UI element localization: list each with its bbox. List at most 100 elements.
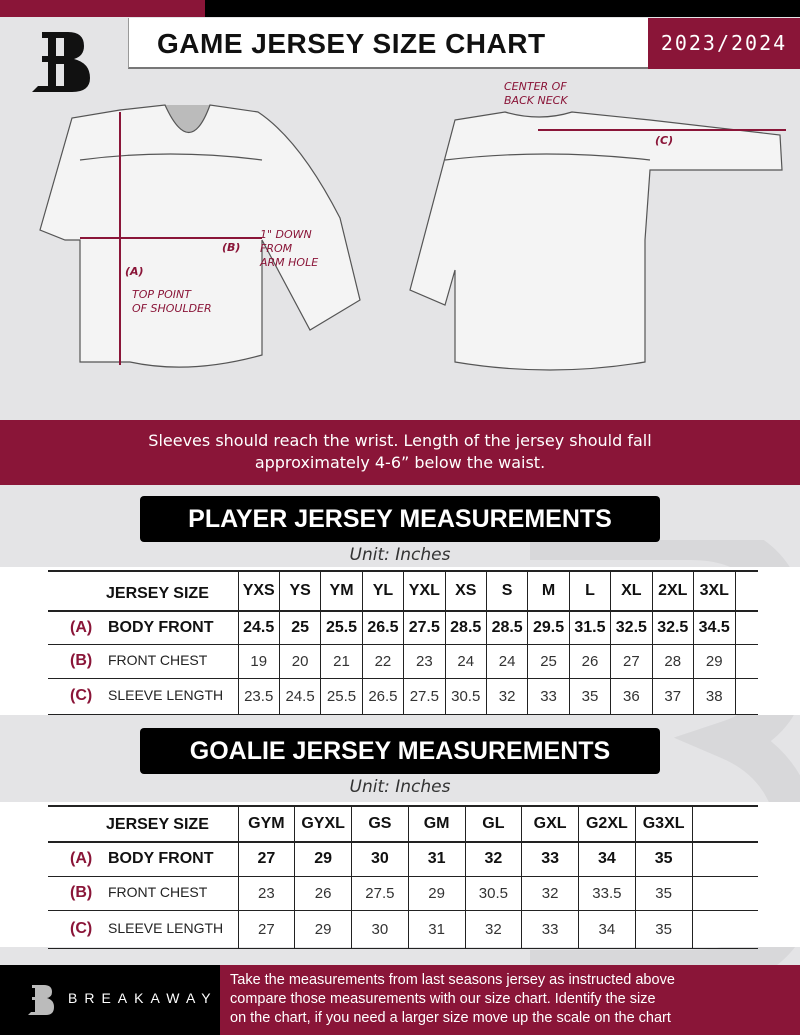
measurement-cell: 25 bbox=[527, 644, 570, 679]
measurement-cell: 25.5 bbox=[320, 678, 363, 715]
measurement-cell: 31 bbox=[407, 910, 466, 949]
measurement-cell: 32 bbox=[464, 841, 523, 877]
measure-name: BODY FRONT bbox=[108, 850, 214, 868]
player-section-title: PLAYER JERSEY MEASUREMENTS bbox=[140, 496, 660, 542]
measurement-cell: 29 bbox=[692, 644, 736, 679]
size-header: GYXL bbox=[294, 805, 352, 843]
shoulder-note: TOP POINT OF SHOULDER bbox=[132, 288, 212, 315]
measurement-cell: 26.5 bbox=[361, 678, 405, 715]
breakaway-logo-icon bbox=[32, 32, 90, 92]
empty-cell bbox=[691, 841, 758, 877]
table-header-row: JERSEY SIZE YXS YS YM YL YXL XS S M L XL 2XL 3XL bbox=[48, 570, 758, 612]
season-badge: 2023/2024 bbox=[648, 18, 800, 69]
measurement-cell: 27.5 bbox=[403, 678, 446, 715]
size-header: XL bbox=[610, 570, 653, 612]
measurement-cell: 29 bbox=[294, 910, 352, 949]
table-header-row: JERSEY SIZE GYM GYXL GS GM GL GXL G2XL G3XL bbox=[48, 805, 758, 843]
table-row: (C) SLEEVE LENGTH 27 29 30 31 32 33 34 35 bbox=[48, 910, 758, 949]
empty-cell bbox=[734, 570, 758, 612]
measurement-cell: 32 bbox=[464, 910, 523, 949]
measurement-cell: 23 bbox=[403, 644, 446, 679]
measurement-cell: 24 bbox=[485, 644, 529, 679]
measurement-cell: 34.5 bbox=[692, 610, 736, 645]
measure-key: (B) bbox=[70, 652, 93, 669]
center-back-neck-note: CENTER OF BACK NECK bbox=[504, 80, 568, 107]
measurement-cell: 30 bbox=[351, 910, 409, 949]
top-bar-accent bbox=[0, 0, 205, 17]
label-a: (A) bbox=[125, 265, 144, 278]
size-header: YS bbox=[278, 570, 322, 612]
measurement-cell: 26 bbox=[294, 876, 352, 911]
measurement-cell: 28.5 bbox=[444, 610, 487, 645]
size-header: S bbox=[485, 570, 529, 612]
size-header: XS bbox=[444, 570, 487, 612]
measure-name: FRONT CHEST bbox=[108, 652, 208, 668]
table-row: (C) SLEEVE LENGTH 23.5 24.5 25.5 26.5 27.5 30.5… bbox=[48, 678, 758, 715]
measurement-cell: 35 bbox=[568, 678, 612, 715]
measurement-cell: 30 bbox=[351, 841, 409, 877]
jersey-size-header: JERSEY SIZE bbox=[48, 570, 239, 612]
empty-cell bbox=[734, 610, 758, 645]
measurement-cell: 30.5 bbox=[464, 876, 523, 911]
measurement-cell: 27 bbox=[610, 644, 653, 679]
measurement-cell: 33.5 bbox=[578, 876, 636, 911]
page-title: GAME JERSEY SIZE CHART bbox=[128, 18, 648, 69]
size-header: YL bbox=[361, 570, 405, 612]
measure-name: SLEEVE LENGTH bbox=[108, 920, 224, 936]
measurement-cell: 27.5 bbox=[403, 610, 446, 645]
size-header: GYM bbox=[237, 805, 296, 843]
measurement-cell: 22 bbox=[361, 644, 405, 679]
measurement-cell: 31.5 bbox=[568, 610, 612, 645]
jersey-back-icon bbox=[409, 111, 783, 371]
measurement-cell: 34 bbox=[578, 841, 636, 877]
size-header: GS bbox=[351, 805, 409, 843]
measurement-cell: 24.5 bbox=[237, 610, 280, 645]
measurement-cell: 37 bbox=[651, 678, 694, 715]
empty-cell bbox=[691, 805, 758, 843]
size-header: L bbox=[568, 570, 612, 612]
row-label: (A) BODY FRONT bbox=[48, 610, 239, 645]
empty-cell bbox=[691, 876, 758, 911]
size-header: G3XL bbox=[634, 805, 693, 843]
measurement-cell: 28.5 bbox=[485, 610, 529, 645]
measure-key: (A) bbox=[70, 850, 93, 868]
row-label: (B) FRONT CHEST bbox=[48, 876, 239, 911]
measurement-cell: 33 bbox=[521, 910, 579, 949]
measurement-cell: 32.5 bbox=[610, 610, 653, 645]
measurement-cell: 33 bbox=[527, 678, 570, 715]
measurement-cell: 35 bbox=[634, 841, 693, 877]
measure-key: (A) bbox=[70, 618, 93, 636]
size-header: 2XL bbox=[651, 570, 694, 612]
measurement-cell: 29.5 bbox=[527, 610, 570, 645]
size-header: YXL bbox=[403, 570, 446, 612]
footer-instructions: Take the measurements from last seasons … bbox=[220, 965, 800, 1035]
row-label: (A) BODY FRONT bbox=[48, 841, 239, 877]
measure-name: BODY FRONT bbox=[108, 618, 214, 636]
label-c: (C) bbox=[655, 134, 674, 147]
size-header: GXL bbox=[521, 805, 579, 843]
footer-brand-name: BREAKAWAY bbox=[68, 990, 218, 1006]
goalie-unit: Unit: Inches bbox=[349, 777, 451, 797]
measurement-cell: 21 bbox=[320, 644, 363, 679]
measurement-cell: 20 bbox=[278, 644, 322, 679]
empty-cell bbox=[691, 910, 758, 949]
measurement-cell: 24 bbox=[444, 644, 487, 679]
measurement-cell: 33 bbox=[521, 841, 579, 877]
measurement-cell: 27.5 bbox=[351, 876, 409, 911]
table-row: (B) FRONT CHEST 23 26 27.5 29 30.5 32 33.5 35 bbox=[48, 876, 758, 911]
measurement-cell: 32 bbox=[521, 876, 579, 911]
measurement-cell: 23 bbox=[237, 876, 296, 911]
player-unit: Unit: Inches bbox=[349, 545, 451, 565]
goalie-size-table: JERSEY SIZE GYM GYXL GS GM GL GXL G2XL G3XL (A)… bbox=[48, 805, 758, 949]
size-header: YXS bbox=[237, 570, 280, 612]
row-label: (B) FRONT CHEST bbox=[48, 644, 239, 679]
goalie-section-title: GOALIE JERSEY MEASUREMENTS bbox=[140, 728, 660, 774]
measurement-cell: 32.5 bbox=[651, 610, 694, 645]
size-header: GM bbox=[407, 805, 466, 843]
footer-logo-icon bbox=[28, 985, 54, 1015]
size-header: YM bbox=[320, 570, 363, 612]
measurement-cell: 38 bbox=[692, 678, 736, 715]
measurement-cell: 29 bbox=[407, 876, 466, 911]
table-row: (A) BODY FRONT 27 29 30 31 32 33 34 35 bbox=[48, 841, 758, 877]
empty-cell bbox=[734, 644, 758, 679]
